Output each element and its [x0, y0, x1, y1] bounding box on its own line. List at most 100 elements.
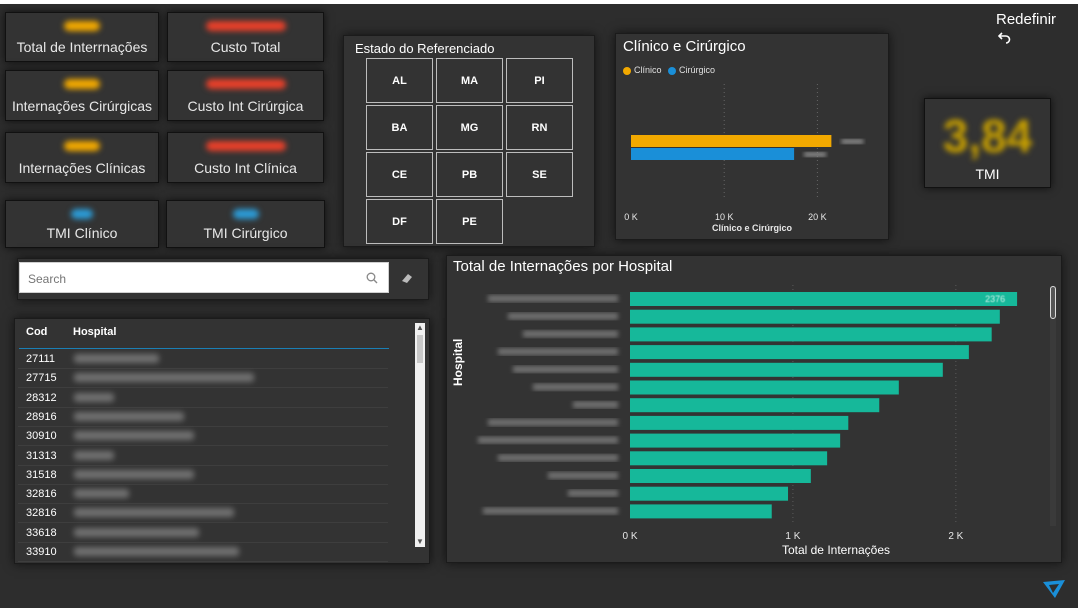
cell-hospital-blurred: [74, 411, 184, 421]
kpi-label: Internações Clínicas: [18, 160, 146, 176]
table-row[interactable]: 28312: [18, 388, 388, 408]
hospital-bar[interactable]: [630, 362, 943, 377]
hospital-bar[interactable]: [630, 327, 992, 342]
hospital-bar[interactable]: [630, 309, 1000, 324]
hospital-bar[interactable]: [630, 469, 811, 483]
table-row[interactable]: 31313: [18, 446, 388, 466]
hospital-bar[interactable]: [630, 433, 841, 448]
y-tick-label-blurred: [523, 330, 618, 338]
undo-icon: [998, 32, 1011, 44]
estado-title: Estado do Referenciado: [355, 41, 495, 56]
state-button-rn[interactable]: RN: [506, 105, 573, 150]
legend-item-clinico[interactable]: Clínico: [623, 65, 662, 75]
hospital-bar[interactable]: [630, 486, 789, 501]
table-row[interactable]: 28916: [18, 407, 388, 427]
cell-cod: 27111: [26, 353, 55, 365]
chart-clinico-xlabel: Clínico e Cirúrgico: [712, 223, 793, 233]
bar-clinico[interactable]: [631, 135, 832, 147]
kpi-internacoes-clinicas[interactable]: Internações Clínicas: [5, 132, 159, 183]
legend-label: Clínico: [634, 65, 662, 75]
y-tick-label-blurred: [498, 454, 618, 462]
table-row[interactable]: 32816: [18, 503, 388, 524]
state-button-pb[interactable]: PB: [436, 152, 503, 197]
kpi-custo-int-clinica[interactable]: Custo Int Clínica: [167, 132, 324, 183]
state-button-ma[interactable]: MA: [436, 58, 503, 103]
chart-clinico-card: Clínico e Cirúrgico Clínico Cirúrgico 0 …: [615, 33, 889, 240]
table-row[interactable]: 33618: [18, 523, 388, 543]
chart-scroll-thumb[interactable]: [1050, 286, 1056, 319]
kpi-tmi-clinico[interactable]: TMI Clínico: [5, 200, 159, 248]
cell-cod: 28916: [26, 410, 57, 423]
kpi-value-blurred: [64, 21, 100, 31]
cell-hospital-blurred: [74, 527, 199, 537]
state-button-pi[interactable]: PI: [506, 58, 573, 103]
brand-logo-icon: [1043, 580, 1065, 598]
search-icon[interactable]: [366, 272, 378, 284]
table-row[interactable]: 30910: [18, 426, 388, 447]
hospital-bar[interactable]: [630, 380, 899, 395]
scroll-up-icon[interactable]: ▲: [416, 323, 424, 332]
search-box[interactable]: [19, 262, 389, 293]
kpi-tmi[interactable]: 3,84 TMI: [924, 98, 1051, 188]
tmi-label: TMI: [975, 166, 1000, 182]
cell-cod: 33618: [26, 526, 57, 539]
bar-cirurgico[interactable]: [631, 148, 795, 160]
y-tick-label-blurred: [478, 436, 618, 444]
kpi-label: Custo Int Cirúrgica: [187, 98, 304, 114]
hospital-bar[interactable]: [630, 398, 880, 413]
table-scrollbar[interactable]: ▲ ▼: [415, 323, 425, 547]
estado-slicer: Estado do Referenciado AL MA PI BA MG RN…: [343, 35, 595, 247]
state-button-ba[interactable]: BA: [366, 105, 433, 150]
hospital-bar[interactable]: [630, 504, 772, 519]
table-row[interactable]: 32816: [18, 484, 388, 505]
kpi-custo-int-cirurgica[interactable]: Custo Int Cirúrgica: [167, 70, 324, 121]
chart-clinico-legend: Clínico Cirúrgico: [623, 65, 715, 75]
kpi-internacoes-cirurgicas[interactable]: Internações Cirúrgicas: [5, 70, 159, 121]
cell-hospital-blurred: [74, 469, 194, 479]
x-tick-label: 2 K: [948, 531, 963, 542]
state-button-se[interactable]: SE: [506, 152, 573, 197]
reset-button[interactable]: Redefinir: [996, 11, 1056, 44]
y-tick-label-blurred: [508, 312, 618, 320]
chart-hospital-scrollbar[interactable]: [1050, 286, 1056, 526]
table-header-hospital[interactable]: Hospital: [73, 326, 117, 338]
cell-cod: 31518: [26, 468, 57, 481]
state-button-pe[interactable]: PE: [436, 199, 503, 244]
scroll-thumb[interactable]: [417, 335, 423, 363]
scroll-down-icon[interactable]: ▼: [416, 537, 424, 546]
table-header-cod[interactable]: Cod: [26, 326, 48, 338]
hospital-bar[interactable]: [630, 292, 1018, 306]
state-button-al[interactable]: AL: [366, 58, 433, 103]
kpi-total-internacoes[interactable]: Total de Interrnações: [5, 12, 159, 62]
cell-hospital-blurred: [74, 508, 234, 518]
cell-cod: 28312: [26, 391, 57, 404]
hospital-bar[interactable]: [630, 451, 828, 466]
kpi-value-blurred: [205, 141, 286, 151]
kpi-label: Total de Interrnações: [16, 39, 148, 55]
chart-hospital-title: Total de Internações por Hospital: [453, 258, 673, 275]
kpi-tmi-cirurgico[interactable]: TMI Cirúrgico: [166, 200, 325, 248]
table-row[interactable]: 33910: [18, 542, 388, 562]
y-tick-label-blurred: [573, 401, 618, 409]
legend-item-cirurgico[interactable]: Cirúrgico: [668, 65, 715, 75]
state-button-mg[interactable]: MG: [436, 105, 503, 150]
table-header-divider: [19, 348, 389, 349]
legend-label: Cirúrgico: [679, 65, 716, 75]
y-tick-label-blurred: [568, 489, 618, 497]
y-tick-label-blurred: [488, 418, 618, 426]
cell-cod: 32816: [26, 507, 57, 520]
cell-cod: 32816: [26, 488, 57, 501]
y-tick-label-blurred: [548, 472, 618, 479]
kpi-value-blurred: [205, 79, 286, 89]
table-row[interactable]: 27715: [18, 368, 388, 389]
search-input[interactable]: [26, 268, 360, 290]
table-row[interactable]: 27111: [18, 349, 388, 369]
x-tick-label: 10 K: [715, 212, 734, 222]
table-row[interactable]: 31518: [18, 465, 388, 485]
kpi-custo-total[interactable]: Custo Total: [167, 12, 324, 62]
state-button-ce[interactable]: CE: [366, 152, 433, 197]
state-button-df[interactable]: DF: [366, 199, 433, 244]
hospital-bar[interactable]: [630, 345, 969, 360]
hospital-bar[interactable]: [630, 415, 849, 430]
eraser-icon[interactable]: [400, 272, 414, 284]
